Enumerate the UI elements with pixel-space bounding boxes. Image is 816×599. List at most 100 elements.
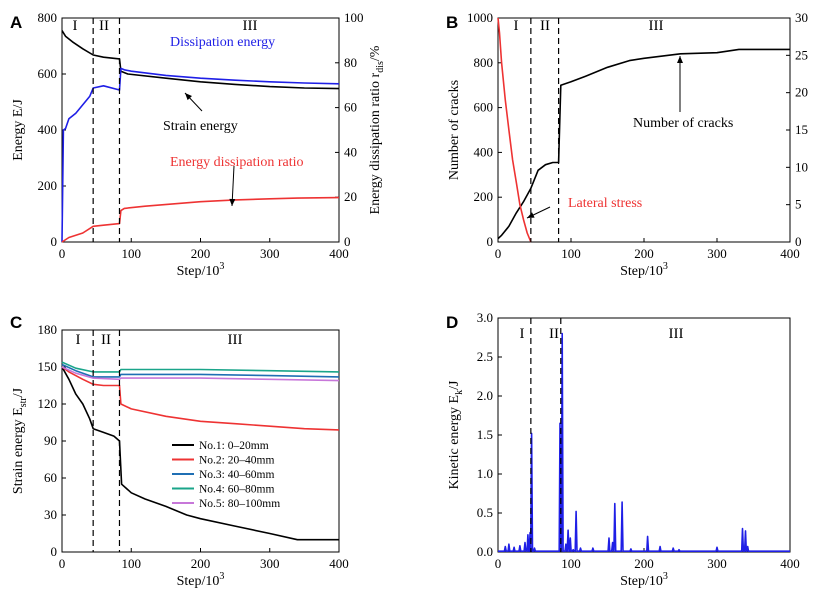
phase-label: II (540, 18, 550, 34)
x-axis-label: Step/103 (620, 261, 668, 279)
phase-label: II (99, 18, 109, 34)
x-tick-label: 100 (122, 556, 142, 571)
series-line-1 (61, 366, 339, 541)
y-axis-label: Kinetic energy Ek/J (447, 380, 465, 489)
legend-entry: No.2: 20–40mm (199, 455, 274, 467)
y-tick-label: 0 (51, 234, 58, 249)
y-tick-label: 2.5 (477, 349, 493, 364)
panel-letter: C (10, 313, 22, 332)
x-tick-label: 400 (329, 556, 349, 571)
y-tick-label: 60 (44, 470, 57, 485)
x-tick-label: 200 (191, 556, 211, 571)
y-axis-label: Energy E/J (11, 99, 26, 161)
plot-frame (497, 317, 791, 553)
annotation: Dissipation energy (170, 35, 275, 50)
y-tick-label: 0 (51, 544, 58, 559)
y-tick-label: 150 (38, 359, 58, 374)
series-line-2 (497, 17, 532, 243)
x-axis-label-sup: 3 (219, 571, 224, 582)
x-tick-label: 100 (561, 556, 581, 571)
y-axis-label-sub: str (18, 397, 29, 408)
phase-label: III (649, 18, 664, 34)
y-tick-label: 200 (38, 178, 58, 193)
annotation: Strain energy (163, 119, 238, 134)
y-tick-label: 0.0 (477, 544, 493, 559)
x-tick-label: 300 (260, 246, 280, 261)
y2-tick-label: 5 (795, 197, 802, 212)
x-tick-label: 0 (495, 556, 502, 571)
y-tick-label: 400 (474, 144, 494, 159)
y-axis-label-text: Strain energy E (11, 407, 26, 494)
y2-tick-label: 0 (795, 234, 802, 249)
y-tick-label: 180 (38, 322, 58, 337)
y2-tick-label: 40 (344, 144, 357, 159)
series-line-1 (497, 48, 790, 240)
y-tick-label: 30 (44, 507, 57, 522)
y-tick-label: 2.0 (477, 388, 493, 403)
y2-tick-label: 80 (344, 55, 357, 70)
y-axis-label-suffix: /J (447, 380, 462, 390)
x-tick-label: 300 (707, 246, 727, 261)
y-tick-label: 600 (474, 100, 494, 115)
x-axis-label-text: Step/10 (177, 264, 220, 279)
phase-label: I (520, 326, 525, 342)
x-tick-label: 300 (260, 556, 280, 571)
x-axis-label-text: Step/10 (620, 264, 663, 279)
legend-entry: No.1: 0–20mm (199, 440, 269, 452)
y2-tick-label: 20 (344, 189, 357, 204)
y-axis-label: Number of cracks (447, 80, 462, 180)
annotation: Number of cracks (633, 116, 733, 131)
phase-label: II (101, 332, 111, 348)
y2-axis-label-text: Energy dissipation ratio r (368, 72, 383, 214)
legend-entry: No.4: 60–80mm (199, 484, 274, 496)
y-tick-label: 800 (474, 55, 494, 70)
phase-label: III (243, 18, 258, 34)
y-axis-label-text: Kinetic energy E (447, 395, 462, 490)
series-line-5 (61, 366, 340, 382)
annotation: Energy dissipation ratio (170, 155, 304, 170)
y-tick-label: 90 (44, 433, 57, 448)
x-axis-label-sup: 3 (663, 571, 668, 582)
y2-tick-label: 20 (795, 85, 808, 100)
y2-tick-label: 0 (344, 234, 351, 249)
x-tick-label: 0 (495, 246, 502, 261)
phase-label: II (549, 326, 559, 342)
x-tick-label: 300 (707, 556, 727, 571)
phase-label: I (514, 18, 519, 34)
x-tick-label: 0 (59, 556, 66, 571)
x-tick-label: 200 (634, 246, 654, 261)
x-axis-label: Step/103 (177, 261, 225, 279)
y2-axis-label: Energy dissipation ratio rdis/% (368, 45, 386, 214)
y-tick-label: 3.0 (477, 310, 493, 325)
series-line-3 (61, 363, 340, 378)
x-tick-label: 100 (561, 246, 581, 261)
y2-tick-label: 15 (795, 122, 808, 137)
series-line-3 (61, 196, 340, 243)
arrow-head (229, 198, 236, 206)
x-axis-label-text: Step/10 (177, 574, 220, 589)
panel-letter: A (10, 13, 22, 32)
y2-tick-label: 60 (344, 100, 357, 115)
y-axis-label: Strain energy Estr/J (11, 387, 29, 494)
series-line-2 (61, 366, 340, 431)
x-tick-label: 0 (59, 246, 66, 261)
arrow-head (527, 212, 535, 218)
x-tick-label: 400 (329, 246, 349, 261)
y-tick-label: 600 (38, 66, 58, 81)
phase-label: III (228, 332, 243, 348)
panel-letter: D (446, 313, 458, 332)
legend-entry: No.5: 80–100mm (199, 498, 280, 510)
x-tick-label: 400 (780, 246, 800, 261)
arrow-head (677, 56, 683, 63)
y-axis-label-text: Number of cracks (447, 80, 462, 180)
x-axis-label: Step/103 (177, 571, 225, 589)
x-axis-label-text: Step/10 (620, 574, 663, 589)
x-axis-label: Step/103 (620, 571, 668, 589)
y-tick-label: 400 (38, 122, 58, 137)
x-axis-label-sup: 3 (219, 261, 224, 272)
legend-entry: No.3: 40–60mm (199, 469, 274, 481)
y-tick-label: 1000 (467, 10, 493, 25)
annotation: Lateral stress (568, 196, 642, 211)
x-axis-label-sup: 3 (663, 261, 668, 272)
